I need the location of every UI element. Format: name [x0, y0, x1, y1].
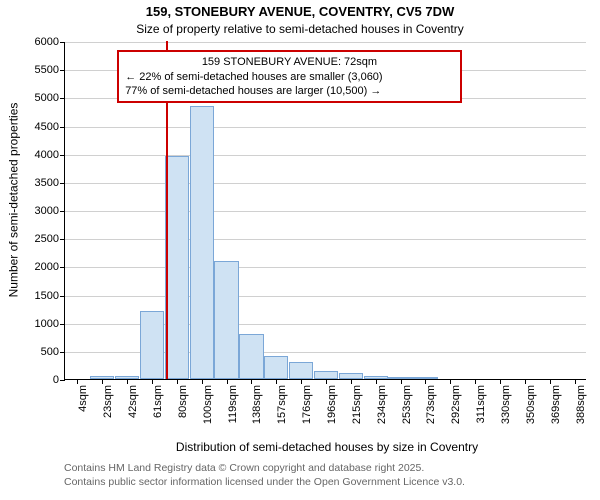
- gridline: [65, 42, 586, 43]
- ytick-mark: [60, 183, 65, 184]
- xtick-mark: [376, 379, 377, 384]
- y-axis-label-wrap: Number of semi-detached properties: [6, 0, 20, 400]
- ytick-label: 500: [41, 346, 59, 358]
- xtick-label: 253sqm: [401, 385, 413, 424]
- xtick-label: 61sqm: [152, 385, 164, 418]
- ytick-mark: [60, 324, 65, 325]
- ytick-label: 4500: [35, 121, 59, 133]
- gridline: [65, 155, 586, 156]
- xtick-mark: [102, 379, 103, 384]
- xtick-mark: [276, 379, 277, 384]
- xtick-label: 80sqm: [177, 385, 189, 418]
- ytick-mark: [60, 267, 65, 268]
- plot-area: 0500100015002000250030003500400045005000…: [64, 42, 586, 380]
- gridline: [65, 127, 586, 128]
- xtick-mark: [401, 379, 402, 384]
- ytick-label: 1500: [35, 290, 59, 302]
- xtick-label: 23sqm: [102, 385, 114, 418]
- ytick-mark: [60, 127, 65, 128]
- chart-title-line2: Size of property relative to semi-detach…: [0, 22, 600, 36]
- y-axis-label: Number of semi-detached properties: [6, 103, 20, 298]
- histogram-bar: [314, 371, 338, 379]
- xtick-label: 350sqm: [525, 385, 537, 424]
- gridline: [65, 267, 586, 268]
- xtick-label: 330sqm: [500, 385, 512, 424]
- gridline: [65, 296, 586, 297]
- ytick-label: 2500: [35, 233, 59, 245]
- ytick-label: 2000: [35, 261, 59, 273]
- xtick-mark: [500, 379, 501, 384]
- attribution: Contains HM Land Registry data © Crown c…: [64, 462, 590, 489]
- gridline: [65, 183, 586, 184]
- ytick-label: 1000: [35, 318, 59, 330]
- ytick-label: 3500: [35, 177, 59, 189]
- histogram-bar: [264, 356, 288, 379]
- attribution-line1: Contains HM Land Registry data © Crown c…: [64, 462, 590, 476]
- chart-title-line1: 159, STONEBURY AVENUE, COVENTRY, CV5 7DW: [0, 4, 600, 19]
- gridline: [65, 239, 586, 240]
- xtick-label: 311sqm: [475, 385, 487, 423]
- xtick-mark: [450, 379, 451, 384]
- x-axis-label: Distribution of semi-detached houses by …: [64, 440, 590, 454]
- xtick-label: 234sqm: [376, 385, 388, 424]
- histogram-bar: [190, 106, 214, 379]
- ytick-mark: [60, 380, 65, 381]
- annotation-line-2: ← 22% of semi-detached houses are smalle…: [125, 70, 454, 84]
- attribution-line2: Contains public sector information licen…: [64, 476, 590, 490]
- xtick-label: 292sqm: [450, 385, 462, 424]
- annotation-line-3: 77% of semi-detached houses are larger (…: [125, 84, 454, 98]
- xtick-mark: [550, 379, 551, 384]
- xtick-label: 196sqm: [326, 385, 338, 424]
- xtick-label: 157sqm: [276, 385, 288, 424]
- ytick-label: 5000: [35, 92, 59, 104]
- xtick-mark: [127, 379, 128, 384]
- annotation-box: 159 STONEBURY AVENUE: 72sqm← 22% of semi…: [117, 50, 462, 103]
- ytick-mark: [60, 98, 65, 99]
- histogram-bar: [165, 156, 189, 379]
- xtick-label: 100sqm: [202, 385, 214, 424]
- ytick-mark: [60, 352, 65, 353]
- xtick-mark: [227, 379, 228, 384]
- xtick-mark: [525, 379, 526, 384]
- ytick-mark: [60, 42, 65, 43]
- xtick-mark: [301, 379, 302, 384]
- xtick-label: 273sqm: [425, 385, 437, 424]
- xtick-mark: [575, 379, 576, 384]
- xtick-mark: [251, 379, 252, 384]
- xtick-mark: [177, 379, 178, 384]
- ytick-mark: [60, 296, 65, 297]
- histogram-bar: [214, 261, 238, 379]
- ytick-label: 0: [53, 374, 59, 386]
- xtick-label: 42sqm: [127, 385, 139, 418]
- ytick-mark: [60, 155, 65, 156]
- ytick-label: 5500: [35, 64, 59, 76]
- xtick-label: 388sqm: [575, 385, 587, 424]
- gridline: [65, 211, 586, 212]
- ytick-mark: [60, 239, 65, 240]
- xtick-mark: [326, 379, 327, 384]
- annotation-line-1: 159 STONEBURY AVENUE: 72sqm: [125, 55, 454, 69]
- xtick-label: 215sqm: [351, 385, 363, 424]
- histogram-bar: [289, 362, 313, 379]
- ytick-mark: [60, 211, 65, 212]
- histogram-bar: [239, 334, 263, 379]
- xtick-label: 4sqm: [77, 385, 89, 412]
- xtick-label: 369sqm: [550, 385, 562, 424]
- xtick-mark: [77, 379, 78, 384]
- xtick-mark: [351, 379, 352, 384]
- histogram-bar: [140, 311, 164, 379]
- xtick-label: 176sqm: [301, 385, 313, 424]
- xtick-mark: [475, 379, 476, 384]
- xtick-label: 138sqm: [251, 385, 263, 424]
- ytick-label: 3000: [35, 205, 59, 217]
- xtick-mark: [152, 379, 153, 384]
- ytick-label: 6000: [35, 36, 59, 48]
- xtick-mark: [425, 379, 426, 384]
- ytick-label: 4000: [35, 149, 59, 161]
- xtick-label: 119sqm: [227, 385, 239, 423]
- ytick-mark: [60, 70, 65, 71]
- xtick-mark: [202, 379, 203, 384]
